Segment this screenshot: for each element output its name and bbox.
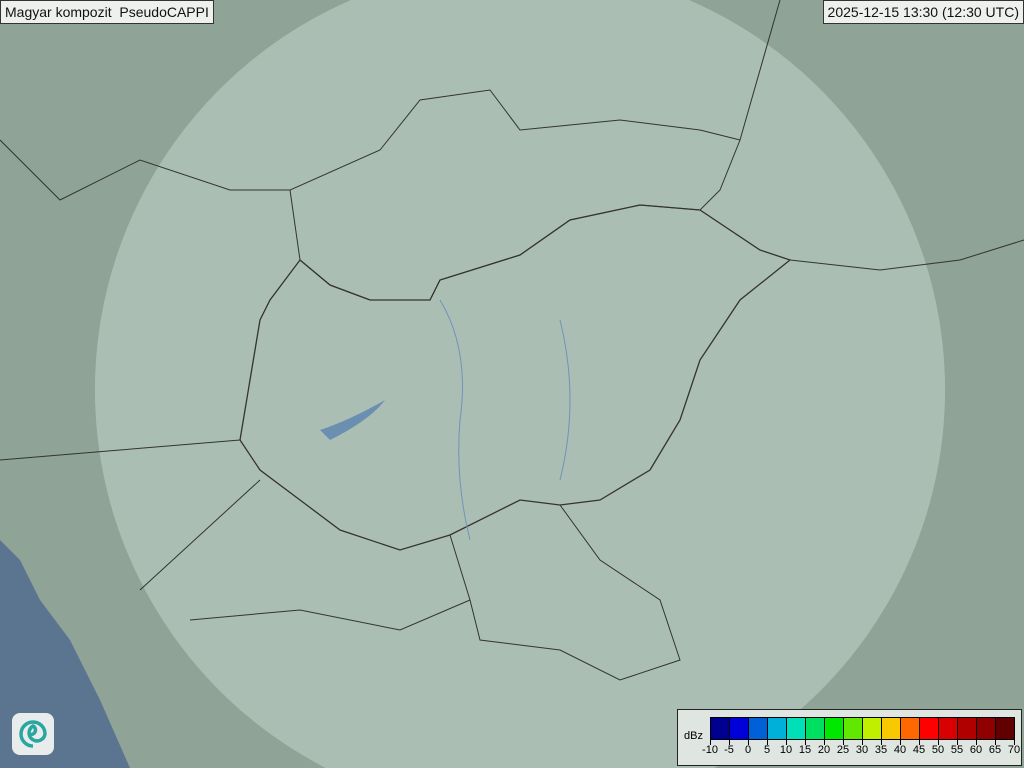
legend-tick: [938, 740, 939, 745]
legend-tick: [748, 740, 749, 745]
legend-tick-label: 15: [798, 744, 812, 756]
legend-tick: [919, 740, 920, 745]
dbz-legend: dBz -10 -5 0 5 10 15 20 25 30 35 40 45 50 55 60 65 70: [677, 709, 1022, 766]
border-hungary: [239, 204, 792, 551]
legend-tick-label: 55: [950, 744, 964, 756]
legend-tick: [805, 740, 806, 745]
legend-tick: [786, 740, 787, 745]
legend-swatch: [882, 718, 901, 739]
swirl-logo-icon[interactable]: [12, 713, 54, 755]
legend-color-bar: [710, 717, 1015, 740]
lake-balaton: [320, 400, 385, 440]
legend-tick-label: 20: [817, 744, 831, 756]
border-serbia: [449, 504, 681, 681]
legend-tick: [957, 740, 958, 745]
legend-swatch: [901, 718, 920, 739]
legend-swatch: [977, 718, 996, 739]
border-ukraine-romania: [739, 0, 1024, 271]
legend-tick-label: -5: [724, 744, 734, 756]
legend-tick-label: 10: [779, 744, 793, 756]
legend-tick: [710, 740, 711, 745]
legend-tick-label: 0: [744, 744, 752, 756]
legend-tick-label: 25: [836, 744, 850, 756]
legend-tick: [900, 740, 901, 745]
legend-tick: [729, 740, 730, 745]
legend-tick-label: 5: [763, 744, 771, 756]
legend-swatch: [749, 718, 768, 739]
legend-tick: [976, 740, 977, 745]
legend-tick: [1014, 740, 1015, 745]
legend-swatch: [730, 718, 749, 739]
legend-tick-label: 35: [874, 744, 888, 756]
legend-tick-label: 70: [1007, 744, 1021, 756]
legend-tick-label: 65: [988, 744, 1002, 756]
legend-unit: dBz: [684, 730, 703, 742]
legend-swatch: [844, 718, 863, 739]
radar-coverage-area: [94, 0, 946, 768]
legend-swatch: [787, 718, 806, 739]
legend-swatch: [996, 718, 1014, 739]
legend-tick-label: 50: [931, 744, 945, 756]
border-lines: [0, 139, 471, 631]
legend-swatch: [711, 718, 730, 739]
legend-tick-label: -10: [702, 744, 718, 756]
legend-tick: [843, 740, 844, 745]
legend-tick: [881, 740, 882, 745]
legend-swatch: [768, 718, 787, 739]
legend-tick: [995, 740, 996, 745]
legend-tick: [862, 740, 863, 745]
timestamp: 2025-12-15 13:30 (12:30 UTC): [822, 0, 1024, 24]
legend-tick-label: 45: [912, 744, 926, 756]
legend-tick-label: 40: [893, 744, 907, 756]
legend-tick: [824, 740, 825, 745]
map-title: Magyar kompozit PseudoCAPPI: [0, 0, 214, 24]
legend-swatch: [920, 718, 939, 739]
adriatic-sea: [0, 540, 130, 768]
legend-tick: [767, 740, 768, 745]
legend-swatch: [958, 718, 977, 739]
legend-swatch: [939, 718, 958, 739]
legend-swatch: [825, 718, 844, 739]
legend-swatch: [863, 718, 882, 739]
legend-tick-label: 60: [969, 744, 983, 756]
rivers: [439, 299, 571, 541]
legend-tick-label: 30: [855, 744, 869, 756]
legend-ticks: -10 -5 0 5 10 15 20 25 30 35 40 45 50 55 60 65 70: [702, 740, 1020, 762]
legend-swatch: [806, 718, 825, 739]
